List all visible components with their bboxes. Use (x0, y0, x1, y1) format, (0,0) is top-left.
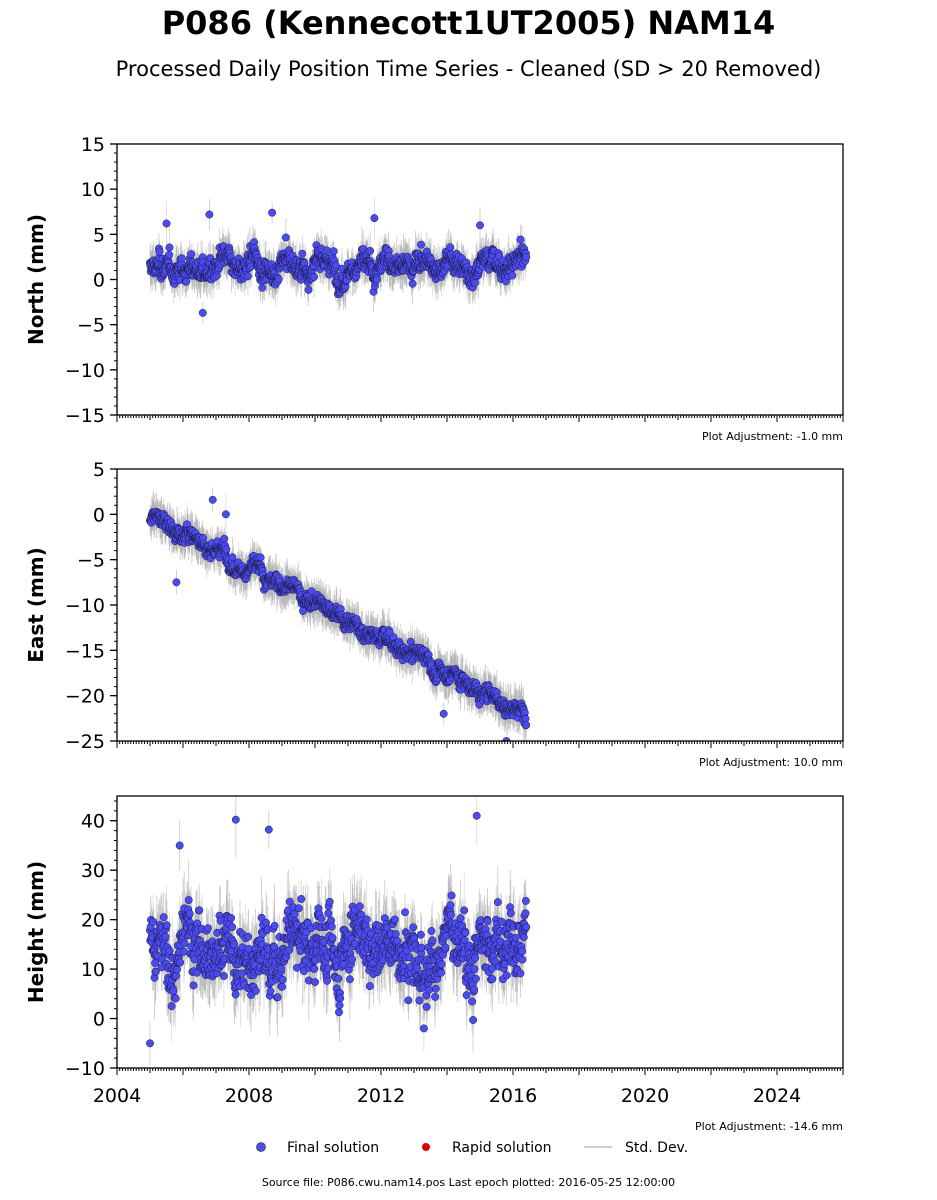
y-tick-label: −25 (65, 731, 105, 753)
data-point (370, 214, 379, 223)
data-point (408, 279, 417, 288)
data-point (220, 534, 229, 543)
y-tick-label: 5 (93, 459, 105, 481)
north-points (146, 208, 531, 317)
data-point (256, 553, 265, 562)
y-tick-label: −10 (65, 360, 105, 382)
data-point (162, 219, 171, 228)
data-point (155, 247, 164, 256)
chart-subtitle: Processed Daily Position Time Series - C… (115, 57, 822, 81)
data-point (221, 510, 230, 519)
data-point (446, 243, 455, 252)
y-tick-label: −5 (77, 315, 105, 337)
east-y-ticks: 5 0 −5 −10 −15 −20 −25 (65, 459, 117, 753)
data-point (165, 243, 174, 252)
data-point (373, 275, 381, 284)
north-x-ticks (116, 415, 844, 422)
y-tick-label: 0 (93, 504, 105, 526)
data-point (439, 709, 448, 718)
data-point (187, 250, 196, 259)
data-point (516, 235, 525, 244)
north-y-ticks: 15 10 5 0 −5 −10 −15 (65, 134, 117, 427)
data-point (329, 247, 338, 256)
east-series-final (146, 487, 531, 741)
data-point (198, 308, 207, 317)
y-tick-label: −15 (65, 640, 105, 662)
data-point (208, 495, 217, 504)
chart-title: P086 (Kennecott1UT2005) NAM14 (161, 4, 776, 42)
y-tick-label: 0 (93, 270, 105, 292)
data-point (366, 246, 375, 255)
data-point (508, 271, 517, 280)
data-point (222, 545, 231, 554)
data-point (258, 283, 267, 292)
data-point (177, 254, 186, 263)
data-point (281, 233, 290, 242)
y-tick-label: −5 (77, 550, 105, 572)
data-point (331, 261, 340, 270)
data-point (304, 285, 313, 294)
north-y-axis-label: North (mm) (24, 214, 48, 345)
north-panel: 15 10 5 0 −5 −10 −15 North (mm) Plot Adjustment:… (24, 134, 844, 443)
data-point (522, 721, 531, 729)
east-points (146, 495, 531, 741)
data-point (299, 607, 307, 615)
data-point (470, 278, 479, 287)
data-point (228, 553, 237, 562)
data-point (522, 253, 531, 262)
data-point (476, 221, 484, 230)
data-point (172, 578, 181, 587)
east-x-ticks (116, 741, 844, 748)
y-tick-label: −15 (65, 405, 105, 427)
data-point (307, 587, 316, 596)
north-plot-adjustment: Plot Adjustment: -1.0 mm (702, 430, 843, 443)
y-tick-label: 5 (93, 224, 105, 246)
data-point (298, 249, 307, 258)
data-point (274, 275, 283, 284)
y-tick-label: 15 (81, 134, 105, 156)
data-point (205, 210, 214, 219)
data-point (268, 208, 277, 217)
data-point (417, 240, 426, 249)
north-series-final (146, 197, 531, 324)
data-point (182, 277, 191, 286)
y-tick-label: −10 (65, 595, 105, 617)
y-tick-label: 10 (81, 179, 105, 201)
data-point (165, 250, 174, 259)
data-point (310, 272, 318, 281)
data-point (243, 272, 252, 281)
data-point (323, 246, 331, 255)
y-tick-label: −20 (65, 686, 105, 708)
